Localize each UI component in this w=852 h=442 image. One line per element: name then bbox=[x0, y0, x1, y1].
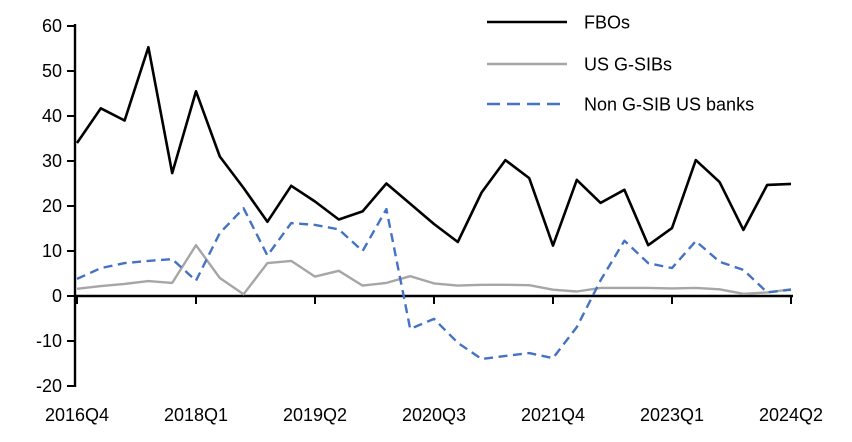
y-axis-tick-label: -20 bbox=[36, 376, 62, 396]
legend-label: US G-SIBs bbox=[584, 55, 672, 75]
x-axis-tick-label: 2021Q4 bbox=[521, 405, 585, 425]
x-axis-tick-label: 2018Q1 bbox=[164, 405, 228, 425]
y-axis-tick-label: 40 bbox=[42, 106, 62, 126]
legend-label: Non G-SIB US banks bbox=[584, 95, 754, 115]
y-axis-tick-label: 20 bbox=[42, 196, 62, 216]
x-axis-tick-label: 2019Q2 bbox=[283, 405, 347, 425]
series-line-non-g-sib-us-banks bbox=[76, 207, 792, 361]
x-axis-tick-label: 2016Q4 bbox=[45, 405, 109, 425]
legend-label: FBOs bbox=[584, 13, 630, 33]
y-axis-tick-label: 30 bbox=[42, 151, 62, 171]
y-axis-tick-label: -10 bbox=[36, 331, 62, 351]
y-axis-tick-label: 10 bbox=[42, 241, 62, 261]
x-axis-tick-label: 2020Q3 bbox=[402, 405, 466, 425]
series-line-fbos bbox=[75, 45, 792, 247]
x-axis-tick-label: 2024Q2 bbox=[759, 405, 823, 425]
y-axis-tick-label: 0 bbox=[52, 286, 62, 306]
x-axis-tick-label: 2023Q1 bbox=[640, 405, 704, 425]
series-line-us-g-sibs bbox=[76, 243, 792, 296]
y-axis-tick-label: 60 bbox=[42, 16, 62, 36]
y-axis-tick-label: 50 bbox=[42, 61, 62, 81]
